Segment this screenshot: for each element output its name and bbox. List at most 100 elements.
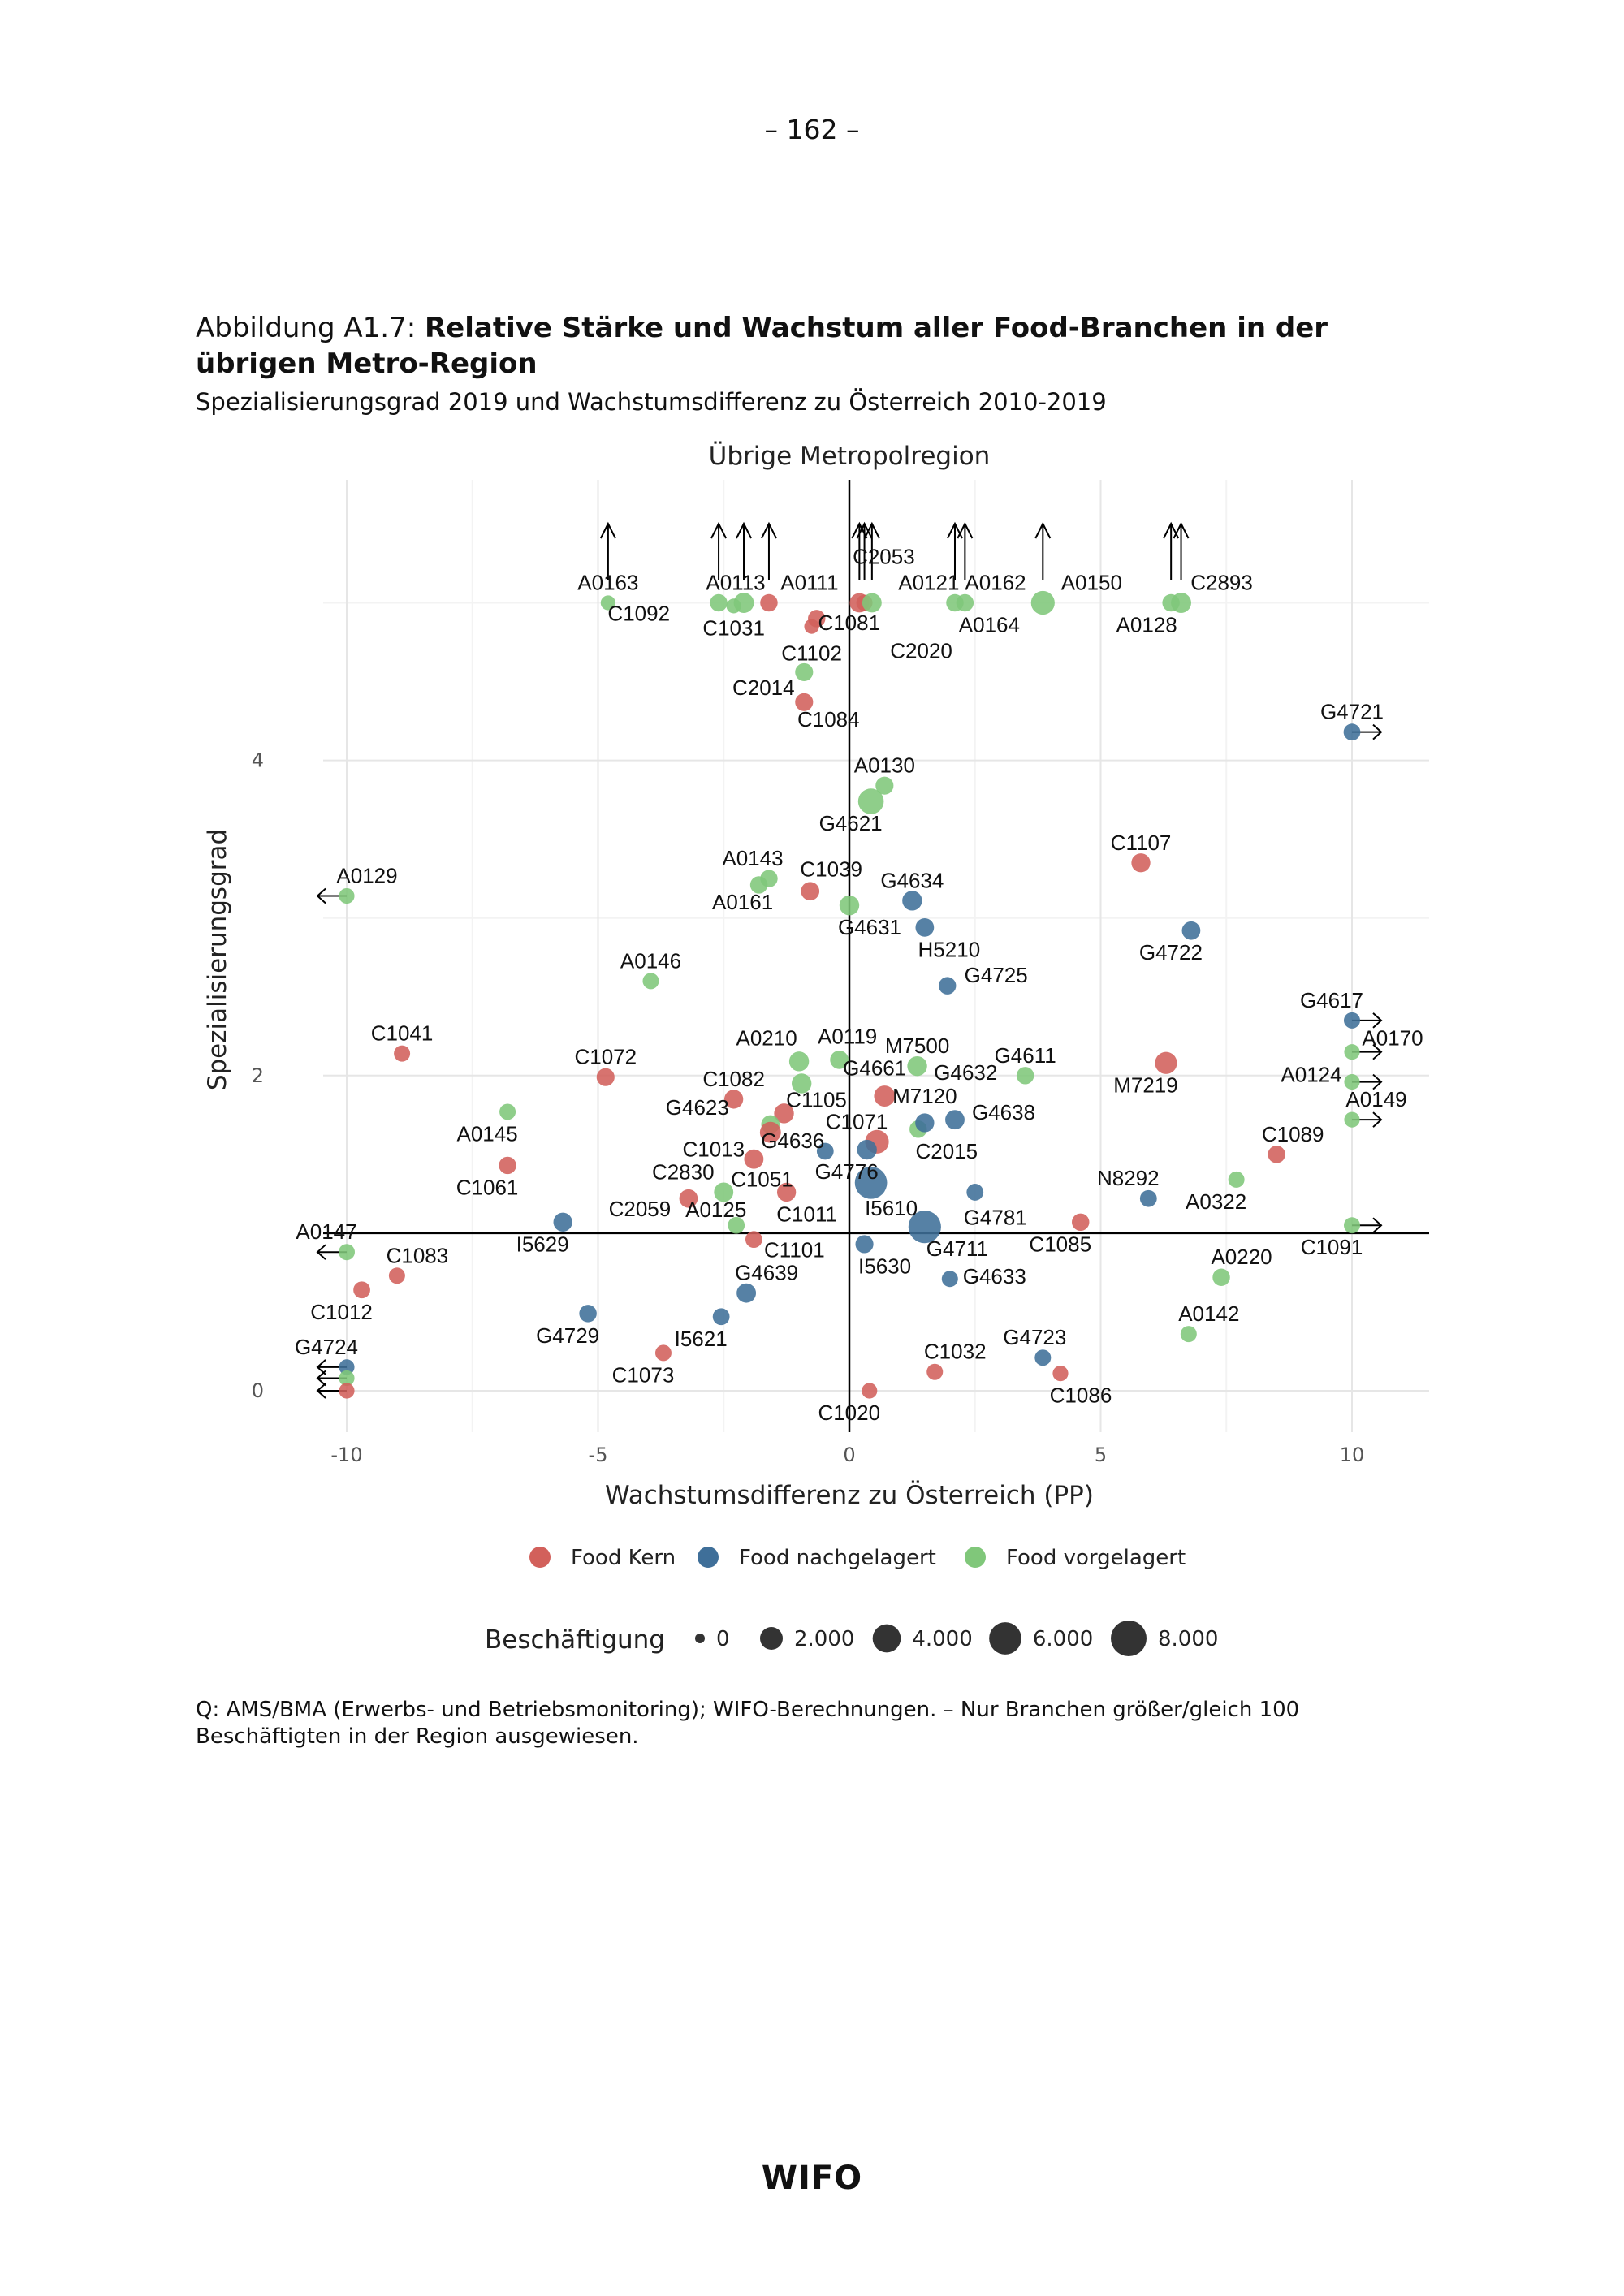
point-label: C1011	[776, 1202, 837, 1226]
data-point	[553, 1212, 572, 1232]
point-label: A0150	[1061, 571, 1122, 595]
data-point	[966, 1184, 984, 1201]
data-point	[1139, 1189, 1157, 1207]
data-point	[339, 1244, 355, 1261]
point-label: G4711	[926, 1236, 988, 1261]
data-point	[394, 1045, 411, 1062]
up-arrow-icon	[957, 521, 974, 580]
point-label: C1089	[1262, 1122, 1324, 1146]
point-label: C1071	[826, 1109, 888, 1133]
page-number: – 162 –	[764, 114, 860, 145]
figure-title-bold: Relative Stärke und Wachstum aller Food-…	[196, 312, 1328, 380]
up-arrow-icon	[1173, 521, 1190, 580]
data-point	[1344, 1044, 1360, 1060]
data-point	[723, 1090, 744, 1109]
point-label: C1101	[764, 1238, 825, 1262]
data-point	[353, 1281, 370, 1299]
data-point	[956, 593, 974, 612]
footnote: Q: AMS/BMA (Erwerbs- und Betriebsmonitor…	[196, 1698, 1300, 1749]
data-point	[862, 1383, 878, 1399]
point-label: A0119	[818, 1024, 877, 1048]
data-point	[908, 1211, 941, 1244]
data-point	[1072, 1213, 1090, 1232]
point-label: C1012	[310, 1300, 373, 1324]
data-point	[759, 1121, 781, 1143]
wifo-logo: WIFO	[761, 2160, 863, 2197]
figure-subtitle: Spezialisierungsgrad 2019 und Wachstumsd…	[196, 388, 1107, 416]
data-point	[1228, 1171, 1245, 1188]
point-label: G4611	[995, 1043, 1056, 1068]
up-arrow-icon	[599, 521, 616, 580]
point-label: C1091	[1301, 1235, 1363, 1259]
up-arrow-icon	[710, 521, 727, 580]
data-point	[1016, 1067, 1034, 1085]
point-label: H5210	[918, 937, 981, 961]
legend-marker	[965, 1547, 986, 1568]
point-label: G4639	[735, 1261, 798, 1285]
data-point	[388, 1267, 405, 1284]
data-point	[1268, 1146, 1285, 1163]
point-label: G4724	[295, 1335, 358, 1359]
up-arrow-icon	[736, 521, 752, 580]
data-point	[902, 891, 922, 911]
figure-title: Abbildung A1.7: Relative Stärke und Wach…	[196, 310, 1430, 382]
point-label: A0162	[965, 571, 1026, 595]
data-point	[801, 882, 820, 901]
point-label: G4623	[666, 1095, 729, 1120]
point-label: G4722	[1139, 940, 1203, 965]
data-point	[339, 1383, 355, 1399]
point-label: A0129	[336, 864, 397, 888]
x-tick-label: 0	[843, 1444, 855, 1466]
point-label: C1051	[731, 1167, 793, 1192]
data-point	[907, 1055, 927, 1077]
point-label: C1082	[702, 1067, 765, 1091]
point-label: A0143	[722, 846, 783, 870]
point-label: A0147	[296, 1219, 356, 1244]
data-point	[760, 593, 778, 612]
data-point	[874, 1085, 896, 1107]
point-label: A0163	[577, 571, 638, 595]
size-legend-marker	[872, 1624, 901, 1653]
point-label: A0121	[898, 571, 959, 595]
point-label: A0146	[620, 948, 681, 973]
point-label: G4661	[843, 1056, 906, 1081]
data-point	[654, 1344, 672, 1362]
data-point	[839, 895, 860, 916]
up-arrow-icon	[1034, 521, 1052, 580]
data-point	[855, 1235, 874, 1254]
point-label: C1083	[387, 1243, 449, 1267]
point-label: G4631	[838, 915, 901, 939]
point-label: C1081	[818, 611, 880, 635]
data-point	[749, 876, 768, 894]
point-label: G4723	[1003, 1325, 1066, 1349]
legend-label: Food vorgelagert	[1006, 1546, 1186, 1570]
size-legend-label: 0	[716, 1627, 730, 1651]
up-arrow-icon	[863, 521, 880, 580]
point-label: C1085	[1029, 1232, 1091, 1256]
data-point	[1344, 1012, 1360, 1029]
x-tick-label: -5	[589, 1444, 608, 1466]
point-label: C2893	[1190, 571, 1253, 595]
data-point	[857, 1139, 877, 1160]
data-point	[915, 1113, 935, 1133]
size-legend-marker	[695, 1634, 705, 1643]
point-label: G4617	[1300, 988, 1363, 1012]
reference-lines	[323, 480, 1429, 1432]
data-point	[736, 1283, 757, 1303]
point-label: A0220	[1211, 1245, 1272, 1269]
point-label: G4776	[815, 1159, 879, 1184]
point-label: C1041	[371, 1021, 434, 1046]
point-label: A0170	[1362, 1026, 1423, 1051]
point-label: C2014	[732, 675, 795, 700]
point-label: C1020	[818, 1400, 880, 1425]
data-point	[339, 1359, 355, 1375]
point-label: A0161	[712, 890, 773, 914]
y-tick-label: 4	[252, 749, 264, 772]
data-point	[339, 887, 355, 904]
point-label: G4781	[964, 1205, 1027, 1229]
up-arrow-icon	[761, 521, 777, 580]
data-point	[854, 1166, 888, 1199]
point-label: M7219	[1113, 1072, 1178, 1097]
plot-background	[323, 480, 1429, 1432]
point-labels: A0163 C1092 A0113 C1031 A0111 C1081 C2053 C2020…	[295, 545, 1423, 1426]
